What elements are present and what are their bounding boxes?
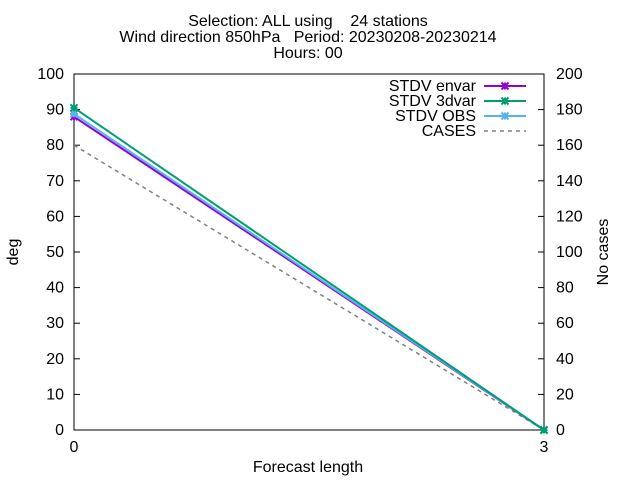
y2-tick-label: 80 bbox=[556, 280, 574, 297]
data-point bbox=[539, 425, 549, 435]
y-tick-label: 0 bbox=[55, 422, 64, 439]
legend-label: STDV envar bbox=[389, 78, 477, 95]
x-tick-label: 0 bbox=[70, 439, 79, 456]
y2-tick-label: 60 bbox=[556, 315, 574, 332]
y-axis-label: deg bbox=[5, 239, 22, 266]
legend-marker bbox=[500, 111, 510, 121]
y2-axis-label: No cases bbox=[595, 219, 612, 286]
y2-tick-label: 0 bbox=[556, 422, 565, 439]
y-tick-label: 100 bbox=[37, 66, 64, 83]
legend-label: STDV 3dvar bbox=[389, 93, 477, 110]
chart-title-line: Wind direction 850hPa Period: 20230208-2… bbox=[119, 29, 496, 46]
y-tick-label: 90 bbox=[46, 102, 64, 119]
series-line-cases bbox=[73, 144, 545, 431]
y-tick-label: 80 bbox=[46, 137, 64, 154]
chart-title-line: Selection: ALL using 24 stations bbox=[188, 13, 428, 30]
legend-label: STDV OBS bbox=[395, 108, 476, 125]
y-tick-label: 70 bbox=[46, 173, 64, 190]
series-group bbox=[69, 103, 549, 435]
legend-marker bbox=[500, 81, 510, 91]
y-tick-label: 20 bbox=[46, 351, 64, 368]
legend-label: CASES bbox=[422, 123, 476, 140]
series-line-stdv-3dvar bbox=[73, 106, 545, 431]
y-tick-label: 60 bbox=[46, 208, 64, 225]
y2-axis: 0 20 40 60 80 100 120 140 160 180 200 bbox=[538, 66, 583, 439]
legend-marker bbox=[500, 96, 510, 106]
y2-tick-label: 20 bbox=[556, 386, 574, 403]
y2-tick-label: 100 bbox=[556, 244, 583, 261]
y-axis: 0 10 20 30 40 50 60 70 80 90 100 bbox=[37, 66, 80, 439]
chart-title-line: Hours: 00 bbox=[273, 45, 342, 62]
y2-tick-label: 160 bbox=[556, 137, 583, 154]
y-tick-label: 30 bbox=[46, 315, 64, 332]
y2-tick-label: 40 bbox=[556, 351, 574, 368]
y2-tick-label: 120 bbox=[556, 208, 583, 225]
y-tick-label: 10 bbox=[46, 386, 64, 403]
x-axis-label: Forecast length bbox=[253, 459, 363, 476]
data-point bbox=[69, 103, 79, 113]
x-tick-label: 3 bbox=[540, 439, 549, 456]
y-tick-label: 50 bbox=[46, 244, 64, 261]
y-tick-label: 40 bbox=[46, 280, 64, 297]
y2-tick-label: 200 bbox=[556, 66, 583, 83]
y2-tick-label: 180 bbox=[556, 102, 583, 119]
y2-tick-label: 140 bbox=[556, 173, 583, 190]
